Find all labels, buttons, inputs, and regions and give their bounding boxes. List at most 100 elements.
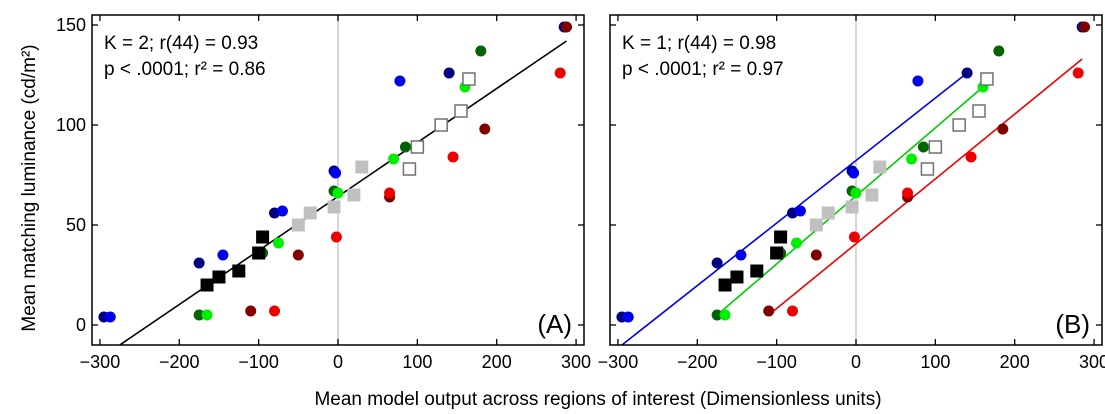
data-point bbox=[330, 231, 342, 243]
x-tick-label: −300 bbox=[598, 352, 639, 372]
data-point bbox=[961, 67, 973, 79]
data-point bbox=[561, 21, 573, 33]
y-axis-label: Mean matching luminance (cd/m²) bbox=[19, 44, 40, 331]
data-point bbox=[750, 264, 764, 278]
data-point bbox=[292, 249, 304, 261]
data-point bbox=[212, 270, 226, 284]
x-tick-label: 200 bbox=[1000, 352, 1030, 372]
fit-line bbox=[768, 58, 1083, 316]
x-tick-label: −200 bbox=[159, 352, 200, 372]
data-point bbox=[272, 237, 284, 249]
data-point bbox=[794, 205, 806, 217]
data-point bbox=[256, 230, 270, 244]
data-point bbox=[347, 188, 361, 202]
panel-label: (B) bbox=[1055, 309, 1090, 339]
x-tick-label: −300 bbox=[80, 352, 121, 372]
data-point bbox=[434, 118, 448, 132]
x-tick-label: 0 bbox=[851, 352, 861, 372]
stats-line-1: K = 2; r(44) = 0.93 bbox=[104, 33, 258, 54]
data-point bbox=[711, 309, 723, 321]
stats-line-1: K = 1; r(44) = 0.98 bbox=[622, 33, 776, 54]
data-point bbox=[718, 278, 732, 292]
data-point bbox=[332, 187, 344, 199]
data-point bbox=[402, 162, 417, 176]
x-axis-label: Mean model output across regions of inte… bbox=[314, 389, 881, 410]
stats-line-2: p < .0001; r² = 0.86 bbox=[104, 59, 266, 80]
data-point bbox=[993, 45, 1005, 57]
data-point bbox=[920, 162, 935, 176]
data-point bbox=[201, 309, 213, 321]
data-point bbox=[479, 123, 491, 135]
data-point bbox=[232, 264, 246, 278]
data-point bbox=[763, 305, 775, 317]
data-point bbox=[917, 141, 929, 153]
data-point bbox=[303, 206, 317, 220]
data-point bbox=[850, 187, 862, 199]
y-tick-label: 100 bbox=[56, 115, 86, 135]
data-point bbox=[410, 140, 425, 154]
panel-b: −300 −200 −100 0 100 200 300 K = 1; r(44) = 0.9… bbox=[598, 14, 1105, 372]
data-point bbox=[217, 249, 229, 261]
data-point bbox=[711, 257, 723, 269]
x-tick-label: −100 bbox=[756, 352, 797, 372]
data-point bbox=[790, 237, 802, 249]
data-point bbox=[980, 72, 994, 86]
x-tick-label: 0 bbox=[333, 352, 343, 372]
data-point bbox=[200, 278, 214, 292]
data-point bbox=[972, 104, 986, 118]
y-tick-label: 50 bbox=[66, 215, 86, 235]
data-point bbox=[845, 200, 859, 214]
data-point bbox=[997, 123, 1009, 135]
x-tick-label: 100 bbox=[402, 352, 432, 372]
data-point bbox=[399, 141, 411, 153]
data-point bbox=[965, 151, 977, 163]
data-point bbox=[327, 200, 341, 214]
data-point bbox=[787, 305, 799, 317]
data-point bbox=[848, 231, 860, 243]
data-point bbox=[291, 218, 305, 232]
data-point bbox=[104, 311, 116, 323]
data-point bbox=[475, 45, 487, 57]
data-point bbox=[355, 160, 369, 174]
panel-a: −300 −200 −100 0 100 200 300 0 50 100 150 K = 2; r(… bbox=[56, 14, 591, 372]
data-point bbox=[394, 75, 406, 87]
data-point bbox=[821, 206, 835, 220]
data-point bbox=[276, 205, 288, 217]
data-point bbox=[443, 67, 455, 79]
data-point bbox=[873, 160, 887, 174]
x-tick-label: −200 bbox=[677, 352, 718, 372]
data-point bbox=[902, 187, 914, 199]
data-point bbox=[809, 218, 823, 232]
data-point bbox=[848, 167, 860, 179]
panel-label: (A) bbox=[537, 309, 572, 339]
data-point bbox=[462, 72, 476, 86]
data-point bbox=[384, 187, 396, 199]
data-point bbox=[865, 188, 879, 202]
data-point bbox=[1072, 67, 1084, 79]
data-point bbox=[774, 230, 788, 244]
x-tick-label: 200 bbox=[482, 352, 512, 372]
stats-line-2: p < .0001; r² = 0.97 bbox=[622, 59, 784, 80]
data-point bbox=[730, 270, 744, 284]
x-tick-label: 100 bbox=[920, 352, 950, 372]
data-point bbox=[928, 140, 943, 154]
x-tick-label: −100 bbox=[238, 352, 279, 372]
data-point bbox=[622, 311, 634, 323]
data-point bbox=[952, 118, 966, 132]
data-point bbox=[245, 305, 257, 317]
data-point bbox=[810, 249, 822, 261]
data-point bbox=[735, 249, 747, 261]
y-tick-label: 150 bbox=[56, 15, 86, 35]
data-point bbox=[912, 75, 924, 87]
data-point bbox=[454, 104, 468, 118]
x-tick-label: 300 bbox=[561, 352, 591, 372]
data-point bbox=[554, 67, 566, 79]
data-point bbox=[269, 305, 281, 317]
data-point bbox=[447, 151, 459, 163]
data-point bbox=[719, 309, 731, 321]
data-point bbox=[1079, 21, 1091, 33]
data-point bbox=[193, 309, 205, 321]
data-point bbox=[252, 246, 266, 260]
data-point bbox=[330, 167, 342, 179]
